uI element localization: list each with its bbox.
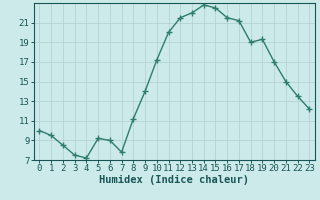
X-axis label: Humidex (Indice chaleur): Humidex (Indice chaleur) [100, 175, 249, 185]
